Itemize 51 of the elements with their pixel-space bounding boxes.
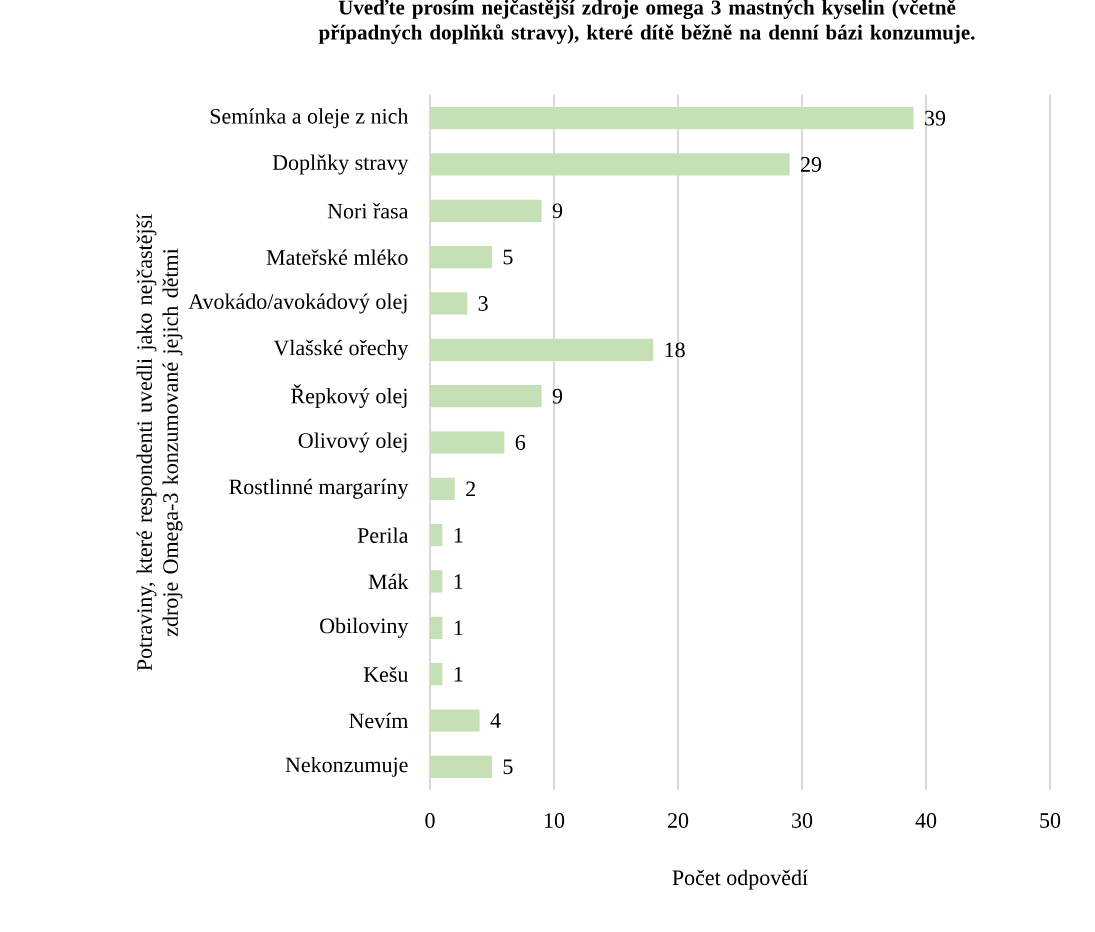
y-tick-label: Perila [357, 527, 409, 543]
x-tick-label: 50 [1040, 813, 1061, 828]
data-label: 39 [925, 110, 946, 126]
y-tick-label: Nori řasa [327, 203, 409, 219]
data-label: 18 [665, 342, 685, 358]
y-tick-label: Olivový olej [298, 432, 407, 453]
bar [430, 431, 505, 454]
x-axis-title: Počet odpovědí [672, 869, 808, 890]
data-label: 29 [800, 157, 822, 172]
y-tick-label: Řepkový olej [291, 384, 407, 408]
bar [430, 570, 443, 593]
bar [430, 338, 654, 361]
data-label: 2 [466, 481, 475, 497]
data-label: 5 [503, 759, 513, 775]
y-tick-label: Nekonzumuje [285, 756, 408, 777]
y-tick-label: Mák [368, 573, 409, 590]
data-label: 1 [454, 620, 463, 636]
y-tick-label: Obiloviny [320, 617, 409, 638]
y-tick-label: Rostlinné margaríny [229, 478, 409, 499]
bar [430, 709, 480, 732]
data-label: 6 [515, 435, 526, 450]
data-label: 9 [552, 388, 563, 404]
y-tick-label: Vlašské ořechy [273, 339, 409, 360]
data-label: 1 [454, 527, 463, 543]
x-tick-label: 20 [667, 813, 689, 828]
x-tick-label: 10 [544, 813, 565, 828]
y-axis-title: Potraviny, které respondenti uvedli jako nejčastější zdroje Omega-3 konzumované jejich dětmi [136, 214, 183, 671]
y-tick-label: Avokádo/avokádový olej [188, 293, 407, 314]
bar [430, 385, 542, 408]
data-label: 9 [552, 203, 563, 219]
x-tick-label: 0 [425, 813, 435, 828]
chart-title: Uveďte prosím nejčastější zdroje omega 3 mastných kyselin (včetně případných doplňků stravy), které dítě běžně na denní bázi konzumuje. [318, 0, 975, 44]
x-tick-label: 40 [915, 813, 937, 828]
x-tick-label: 30 [792, 813, 813, 828]
data-label: 1 [454, 666, 463, 682]
y-tick-label: Kešu [363, 666, 409, 682]
bar [430, 107, 914, 130]
bar [430, 199, 542, 222]
bar [430, 246, 493, 269]
bar [430, 477, 455, 500]
y-tick-label: Nevím [349, 712, 409, 729]
data-label: 3 [478, 296, 488, 311]
bar [430, 755, 493, 778]
data-label: 4 [490, 713, 501, 728]
bar [430, 153, 790, 176]
y-tick-label: Mateřské mléko [266, 249, 408, 265]
bar [430, 292, 468, 315]
y-tick-label: Semínka a oleje z nich [210, 108, 409, 129]
y-tick-label: Doplňky stravy [272, 154, 409, 175]
data-label: 1 [454, 574, 463, 589]
data-label: 5 [503, 249, 513, 265]
